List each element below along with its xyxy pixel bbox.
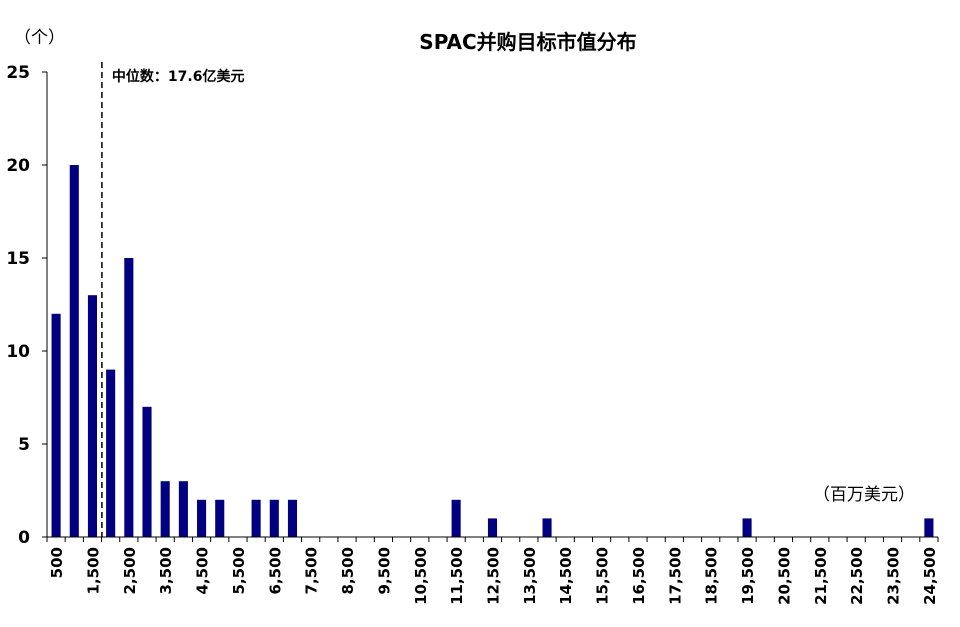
y-tick-label: 20 [6, 156, 30, 176]
bar [924, 518, 934, 537]
x-tick-label: 22,500 [848, 547, 866, 605]
bar [106, 369, 116, 537]
chart-title: SPAC并购目标市值分布 [419, 30, 636, 54]
x-axis-unit: （百万美元） [813, 485, 915, 505]
bar [178, 481, 188, 537]
bar [215, 499, 225, 537]
bars-group [51, 165, 934, 537]
x-tick-label: 19,500 [739, 547, 757, 605]
bar [542, 518, 552, 537]
y-tick-label: 15 [6, 249, 30, 269]
x-tick-label: 12,500 [485, 547, 503, 605]
bar [287, 499, 298, 537]
bar [269, 499, 279, 537]
x-tick-label: 1,500 [84, 547, 102, 594]
x-tick-label: 11,500 [448, 547, 466, 605]
bar [51, 313, 61, 537]
bar [160, 481, 170, 537]
x-tick-label: 7,500 [303, 547, 321, 594]
x-tick-label: 6,500 [266, 547, 284, 594]
x-tick-label: 2,500 [121, 547, 139, 594]
x-tick-label: 5,500 [230, 547, 248, 594]
bar [124, 258, 134, 537]
x-tick-label: 13,500 [521, 547, 539, 605]
x-tick-label: 20,500 [775, 547, 793, 605]
x-tick-label: 10,500 [412, 547, 430, 605]
bar [251, 499, 261, 537]
x-tick-label: 14,500 [557, 547, 575, 605]
x-tick-label: 24,500 [921, 547, 939, 605]
median-label: 中位数：17.6亿美元 [112, 68, 245, 85]
y-axis-unit: （个） [14, 28, 65, 48]
bar [197, 499, 207, 537]
x-tick-label: 18,500 [703, 547, 721, 605]
bar [487, 518, 498, 537]
bar [87, 295, 98, 537]
x-tick-label: 9,500 [375, 547, 393, 594]
x-tick-label: 3,500 [157, 547, 175, 594]
bar [69, 165, 79, 537]
bar [742, 518, 752, 537]
x-axis-ticks: 500 1,500 2,500 3,500 4,500 5,500 6,500 7,500 8,… [46, 537, 939, 605]
x-tick-label: 15,500 [594, 547, 612, 605]
bar [142, 406, 152, 537]
x-tick-label: 16,500 [630, 547, 648, 605]
y-axis-ticks: 0 5 10 15 20 25 [6, 63, 47, 548]
x-tick-label: 8,500 [339, 547, 357, 594]
y-tick-label: 0 [18, 528, 30, 548]
y-tick-label: 10 [6, 342, 30, 362]
x-tick-label: 4,500 [194, 547, 212, 594]
bar [451, 499, 461, 537]
x-tick-label: 23,500 [885, 547, 903, 605]
x-tick-label: 17,500 [666, 547, 684, 605]
x-tick-label: 21,500 [812, 547, 830, 605]
y-tick-label: 5 [18, 435, 30, 455]
x-tick-label: 500 [48, 547, 66, 578]
y-tick-label: 25 [6, 63, 30, 83]
